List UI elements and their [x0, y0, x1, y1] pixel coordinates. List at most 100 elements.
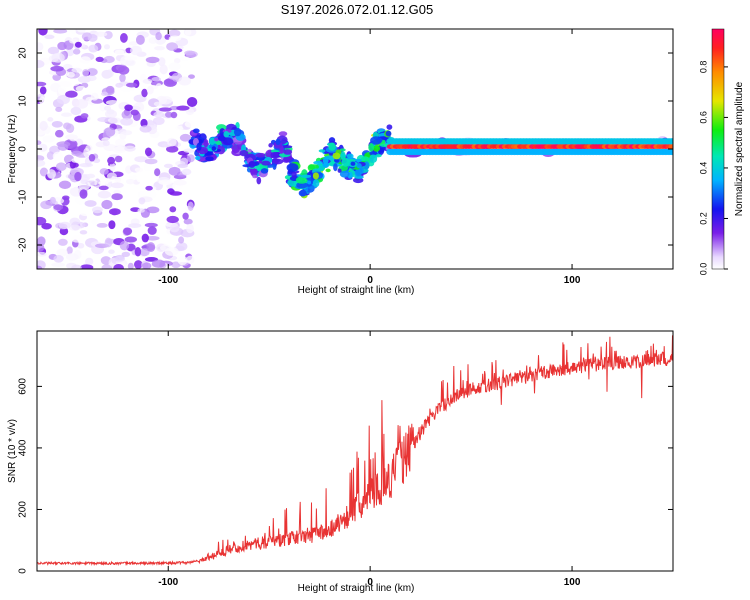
- onset-cell: [217, 135, 226, 142]
- noise-cell: [168, 62, 181, 71]
- spectrogram-x-ticks: -100 0 100: [158, 29, 581, 286]
- noise-cell: [40, 200, 53, 210]
- noise-cell: [144, 147, 153, 157]
- noise-cell: [183, 218, 193, 225]
- noise-cell: [54, 129, 64, 138]
- noise-cell: [128, 223, 142, 228]
- spectrogram-y-axis-label: Frequency (Hz): [7, 115, 18, 184]
- noise-cell: [168, 35, 182, 42]
- noise-cell: [151, 259, 166, 268]
- noise-cell: [69, 186, 83, 197]
- noise-cell: [142, 78, 153, 84]
- noise-cell: [154, 168, 161, 177]
- onset-cell: [209, 137, 216, 146]
- transition-cell: [356, 158, 362, 163]
- noise-cell: [58, 238, 68, 246]
- noise-cell: [126, 82, 138, 88]
- noise-cell: [53, 29, 68, 34]
- noise-cell: [167, 137, 177, 147]
- noise-cell: [114, 138, 126, 147]
- noise-cell: [108, 208, 121, 216]
- onset-cell: [270, 151, 279, 159]
- transition-cell: [313, 160, 323, 165]
- noise-cell: [159, 244, 172, 251]
- noise-cell: [152, 116, 165, 126]
- carrier-edge-cell: [668, 138, 673, 145]
- noise-cell: [133, 102, 145, 112]
- noise-cell: [68, 224, 81, 231]
- noise-cell: [141, 88, 148, 98]
- noise-cell: [103, 127, 116, 137]
- transition-cell: [333, 163, 338, 172]
- noise-cell: [134, 260, 143, 269]
- transition-cell: [322, 156, 329, 165]
- noise-cell: [55, 106, 63, 112]
- spectrogram-y-tick-label: -10: [18, 189, 29, 204]
- noise-cell: [49, 196, 57, 205]
- noise-cell: [51, 262, 66, 267]
- noise-cell: [74, 171, 82, 182]
- transition-cell: [286, 163, 299, 172]
- noise-cell: [107, 156, 116, 165]
- noise-cell: [184, 120, 196, 128]
- noise-cell: [178, 76, 192, 86]
- noise-cell: [39, 86, 47, 95]
- noise-cell: [96, 223, 108, 228]
- transition-cell: [339, 170, 350, 178]
- noise-cell: [187, 201, 194, 211]
- figure-title: S197.2026.072.01.12.G05: [281, 2, 434, 17]
- transition-cell: [312, 179, 320, 188]
- onset-cell: [205, 156, 214, 162]
- noise-cell: [113, 264, 125, 269]
- noise-cell: [168, 75, 179, 80]
- noise-cell: [65, 134, 78, 140]
- noise-cell: [128, 41, 139, 46]
- noise-cell: [51, 52, 65, 63]
- noise-cell: [65, 253, 79, 261]
- noise-cell: [85, 144, 93, 152]
- noise-cell: [37, 251, 47, 257]
- noise-cell: [144, 158, 158, 165]
- noise-cell: [119, 240, 130, 251]
- noise-cell: [144, 222, 158, 228]
- noise-cell: [105, 69, 114, 78]
- snr-y-tick-label: 600: [18, 378, 29, 395]
- onset-cell: [255, 152, 266, 158]
- noise-cell: [70, 106, 82, 116]
- snr-y-tick-label: 400: [18, 439, 29, 456]
- transition-cell: [334, 158, 340, 163]
- noise-cell: [58, 80, 73, 88]
- noise-cell: [105, 100, 120, 106]
- noise-cell: [50, 65, 64, 72]
- noise-cell: [182, 212, 189, 220]
- noise-cell: [111, 193, 123, 201]
- noise-cell: [180, 56, 190, 62]
- noise-cell: [41, 222, 52, 230]
- noise-cell: [183, 148, 196, 153]
- noise-cell: [136, 172, 143, 183]
- transition-cell: [359, 166, 364, 175]
- noise-cell: [79, 189, 88, 199]
- noise-cell: [134, 156, 148, 163]
- noise-cell: [101, 199, 113, 210]
- noise-cell: [69, 39, 79, 44]
- transition-cell: [332, 152, 341, 160]
- noise-cell: [90, 92, 99, 101]
- noise-cell: [75, 85, 86, 92]
- onset-cell: [248, 160, 256, 168]
- noise-cell: [39, 96, 46, 106]
- transition-cell: [308, 164, 320, 170]
- noise-cell: [120, 86, 135, 92]
- noise-cell: [134, 167, 144, 173]
- noise-cell: [38, 29, 48, 36]
- snr-x-tick-label: 0: [367, 577, 373, 588]
- noise-cell: [155, 83, 163, 92]
- noise-cell: [39, 167, 49, 177]
- noise-cell: [97, 180, 109, 186]
- noise-cell: [155, 32, 162, 41]
- noise-cell: [153, 101, 163, 107]
- noise-cell: [188, 74, 195, 79]
- snr-x-axis-label: Height of straight line (km): [298, 583, 415, 594]
